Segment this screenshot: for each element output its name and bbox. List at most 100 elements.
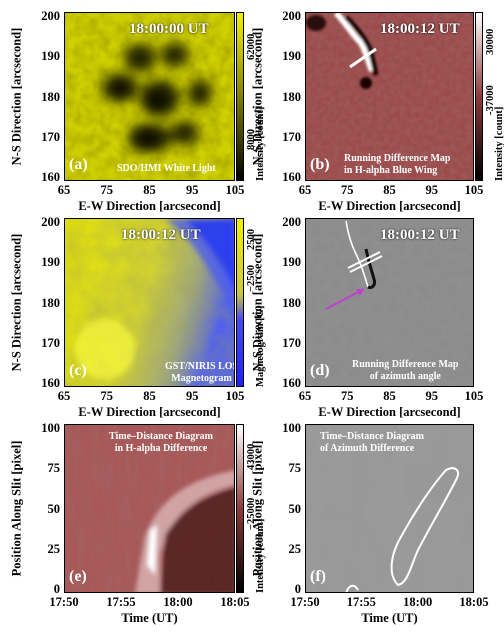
panel-e-letter: (e): [69, 568, 87, 585]
y-tick-label: 50: [47, 501, 61, 516]
x-tick-label: 85: [383, 183, 396, 197]
y-tick-label: 190: [41, 255, 60, 269]
y-tick-label: 190: [282, 49, 301, 63]
panel-e-caption: Time–Distance Diagram in H-alpha Differe…: [109, 431, 213, 455]
caption-line: Time–Distance Diagram: [320, 431, 424, 442]
y-tick-label: 180: [282, 295, 301, 310]
panel-c-time: 18:00:12 UT: [121, 227, 201, 243]
x-tick-label: 18:05: [459, 595, 489, 609]
x-tick-label: 95: [186, 183, 199, 197]
x-tick-label: 85: [383, 389, 396, 403]
caption-line: of azimuth angle: [369, 371, 441, 382]
y-tick-label: 180: [41, 295, 60, 310]
y-tick-label: 100: [41, 420, 60, 435]
panel-f-caption: Time–Distance Diagram of Azimuth Differe…: [320, 431, 424, 455]
panel-c-caption: GST/NIRIS LOS Magnetogram: [165, 361, 235, 385]
y-tick-label: 200: [41, 8, 60, 23]
panel-d-letter: (d): [310, 362, 330, 379]
y-tick-label: 170: [41, 335, 60, 350]
x-axis-title-e: Time (UT): [121, 611, 178, 625]
panel-b-colorbar: [475, 12, 483, 181]
x-tick-label: 75: [341, 389, 354, 403]
panel-a-image: 18:00:00 UT (a) SDO/HMI White Light: [64, 12, 235, 181]
panel-c-image: 18:00:12 UT (c) GST/NIRIS LOS Magnetogra…: [64, 218, 235, 387]
x-tick-label: 85: [143, 389, 156, 403]
x-tick-label: 75: [100, 183, 114, 197]
y-tick-label: 190: [41, 49, 60, 63]
x-tick-label: 75: [341, 183, 354, 197]
y-axis-title-e: Position Along Slit [pixel]: [9, 440, 24, 577]
x-tick-label: 105: [464, 183, 484, 197]
caption-line: SDO/HMI White Light: [117, 163, 216, 174]
y-tick-label: 200: [282, 8, 301, 23]
x-tick-label: 65: [57, 389, 71, 403]
x-tick-label: 65: [298, 389, 312, 403]
y-tick-label: 160: [41, 169, 60, 184]
y-tick-label: 0: [294, 581, 301, 596]
caption-line: in H-alpha Difference: [114, 443, 208, 454]
y-tick-label: 160: [282, 169, 301, 184]
x-tick-label: 18:05: [220, 595, 250, 609]
x-tick-label: 17:55: [346, 595, 376, 609]
y-axis-title-f: Position Along Slit [pixel]: [250, 440, 265, 577]
panel-e-colorbar: [236, 424, 244, 593]
x-tick-label: 95: [425, 183, 439, 197]
y-tick-label: 180: [282, 89, 301, 104]
panel-b-image: 18:00:12 UT (b) Running Difference Map i…: [305, 12, 474, 181]
panel-c-colorbar: [236, 218, 244, 387]
x-tick-label: 85: [143, 183, 156, 197]
panel-b-cb-max: 30000: [485, 28, 496, 55]
y-tick-label: 75: [47, 461, 61, 475]
x-tick-label: 105: [225, 389, 245, 403]
y-tick-label: 160: [282, 375, 301, 390]
panel-b-time: 18:00:12 UT: [380, 21, 460, 37]
x-tick-label: 105: [464, 389, 484, 403]
y-axis-title-d: N-S Direction [arcsecond]: [250, 233, 265, 372]
y-tick-label: 190: [282, 255, 301, 269]
y-tick-label: 200: [282, 214, 301, 229]
y-tick-label: 25: [288, 541, 302, 556]
panel-e-image: (e) Time–Distance Diagram in H-alpha Dif…: [64, 424, 235, 593]
y-axis-title-a: N-S Direction [arcsecond]: [9, 27, 24, 166]
caption-line: in H-alpha Blue Wing: [344, 165, 438, 176]
x-tick-label: 17:50: [49, 595, 79, 609]
panel-a-caption: SDO/HMI White Light: [117, 163, 216, 175]
panel-a-colorbar: [236, 12, 244, 181]
x-tick-label: 65: [298, 183, 312, 197]
y-tick-label: 160: [41, 375, 60, 390]
y-tick-label: 200: [41, 214, 60, 229]
caption-line: Time–Distance Diagram: [109, 431, 213, 442]
panel-b-letter: (b): [310, 156, 330, 173]
x-tick-label: 95: [425, 389, 439, 403]
x-tick-label: 18:00: [403, 595, 433, 609]
x-axis-title-a: E-W Direction [arcsecond]: [78, 199, 221, 213]
panel-f-letter: (f): [310, 568, 326, 585]
x-tick-label: 17:50: [290, 595, 320, 609]
panel-d-time: 18:00:12 UT: [380, 227, 460, 243]
x-axis-title-d: E-W Direction [arcsecond]: [318, 405, 461, 419]
x-tick-label: 95: [186, 389, 199, 403]
x-tick-label: 18:00: [163, 595, 193, 609]
x-tick-label: 105: [225, 183, 245, 197]
y-tick-label: 25: [47, 541, 61, 556]
y-tick-label: 170: [282, 129, 301, 144]
x-tick-label: 65: [57, 183, 71, 197]
y-axis-title-b: N-S Direction [arcsecond]: [250, 27, 265, 166]
y-tick-label: 50: [288, 501, 302, 516]
y-tick-label: 170: [41, 129, 60, 144]
x-axis-title-b: E-W Direction [arcsecond]: [318, 199, 461, 213]
panel-b-caption: Running Difference Map in H-alpha Blue W…: [344, 153, 450, 177]
panel-d-image: 18:00:12 UT (d) Running Difference Map o…: [305, 218, 474, 387]
y-tick-label: 170: [282, 335, 301, 350]
panel-d-caption: Running Difference Map of azimuth angle: [352, 359, 458, 383]
panel-b-cb-label: Intensity [count]: [494, 106, 504, 181]
caption-line: Running Difference Map: [352, 359, 459, 370]
panel-c-letter: (c): [69, 362, 87, 379]
panel-a-time: 18:00:00 UT: [129, 21, 209, 37]
caption-line: of Azimuth Difference: [320, 443, 415, 454]
caption-line: Running Difference Map: [344, 153, 451, 164]
y-tick-label: 180: [41, 89, 60, 104]
x-tick-label: 75: [100, 389, 114, 403]
caption-line: GST/NIRIS LOS: [165, 361, 235, 372]
x-axis-title-c: E-W Direction [arcsecond]: [78, 405, 221, 419]
